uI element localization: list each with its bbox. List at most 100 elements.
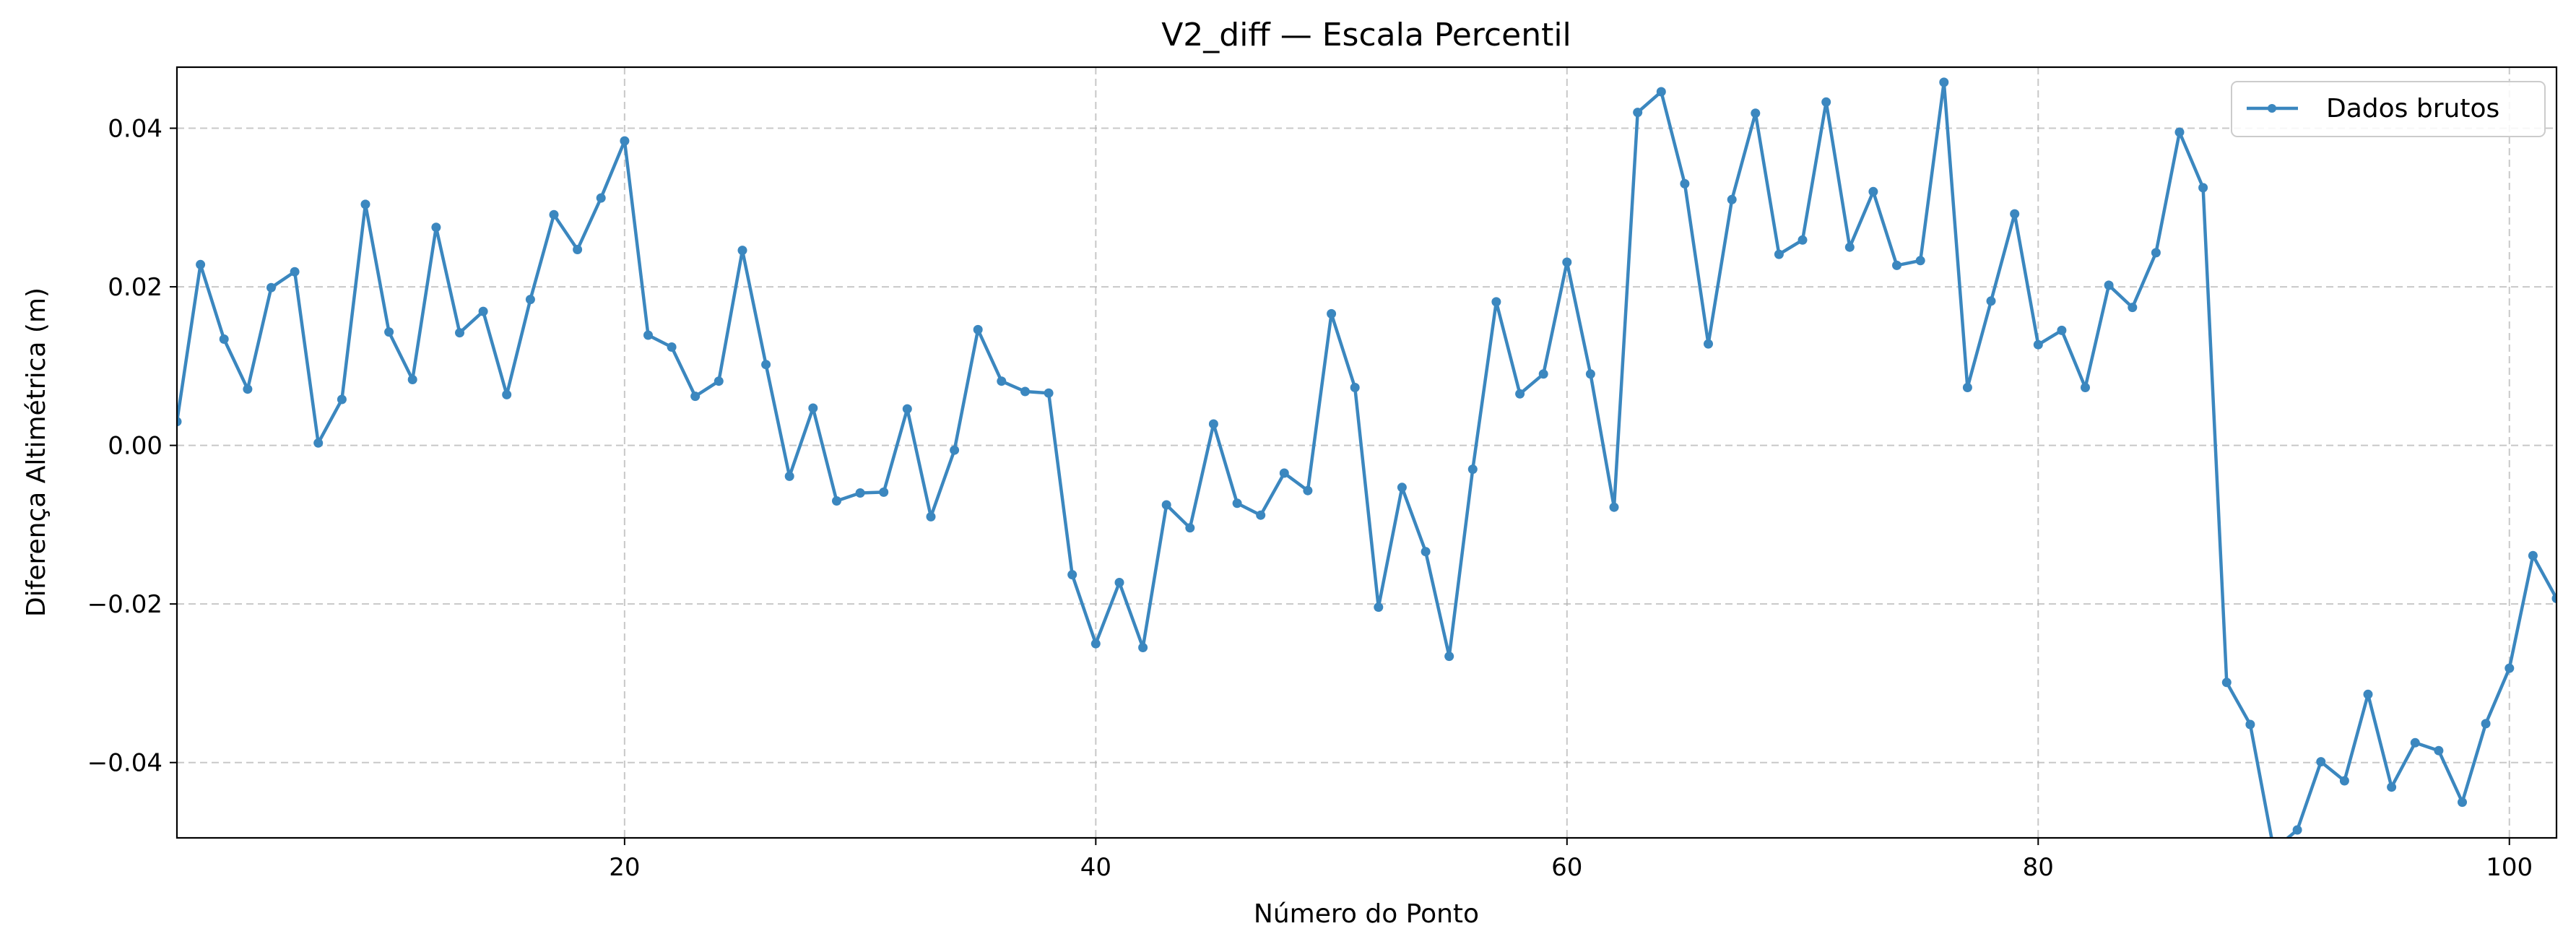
x-tick-label: 20 bbox=[609, 853, 640, 882]
data-point bbox=[1962, 383, 1972, 392]
data-point bbox=[337, 394, 347, 404]
data-point bbox=[2198, 183, 2208, 193]
data-point bbox=[431, 222, 441, 233]
plot-frame bbox=[175, 66, 2558, 839]
data-point bbox=[2151, 248, 2161, 258]
data-point bbox=[1915, 256, 1925, 266]
y-tick-label: −0.04 bbox=[87, 749, 162, 778]
data-point bbox=[1892, 260, 1901, 270]
data-point bbox=[1633, 108, 1643, 118]
data-point bbox=[1044, 388, 1054, 398]
data-point bbox=[832, 496, 841, 506]
data-point bbox=[1090, 639, 1101, 649]
data-point bbox=[1538, 369, 1548, 379]
legend-marker-swatch bbox=[2268, 104, 2276, 113]
data-point bbox=[177, 417, 182, 427]
data-point bbox=[2339, 776, 2349, 786]
data-point bbox=[2010, 209, 2020, 219]
data-point bbox=[620, 136, 630, 146]
data-point bbox=[2292, 825, 2302, 835]
x-axis-label: Número do Ponto bbox=[1254, 899, 1479, 929]
data-point bbox=[1185, 523, 1195, 533]
data-point bbox=[1232, 498, 1242, 509]
data-point bbox=[1821, 97, 1831, 107]
data-point bbox=[737, 246, 747, 256]
data-point bbox=[1562, 257, 1572, 267]
data-point bbox=[1491, 297, 1501, 307]
x-tick-label: 40 bbox=[1080, 853, 1111, 882]
data-point bbox=[1467, 464, 1478, 475]
data-point bbox=[1680, 178, 1690, 189]
data-point bbox=[926, 511, 936, 522]
data-point bbox=[1797, 235, 1808, 245]
data-point bbox=[714, 376, 724, 386]
data-point bbox=[525, 295, 535, 305]
data-point bbox=[549, 209, 559, 220]
data-point bbox=[761, 360, 771, 370]
data-point bbox=[1256, 510, 1266, 520]
data-point bbox=[1279, 468, 1289, 478]
x-tick-label: 80 bbox=[2023, 853, 2054, 882]
data-point bbox=[950, 445, 960, 455]
data-point bbox=[855, 488, 865, 498]
data-point bbox=[1114, 578, 1124, 587]
data-point bbox=[1444, 652, 1454, 662]
data-point bbox=[667, 342, 677, 352]
data-point bbox=[2387, 782, 2397, 792]
data-point bbox=[290, 267, 300, 277]
data-point bbox=[1727, 194, 1737, 204]
data-point bbox=[1656, 87, 1666, 97]
data-point bbox=[1303, 485, 1313, 496]
data-point bbox=[1327, 308, 1337, 319]
data-point bbox=[643, 330, 653, 340]
data-point bbox=[2458, 797, 2467, 808]
data-point bbox=[2528, 550, 2538, 561]
data-point bbox=[1868, 186, 1878, 196]
data-point bbox=[1986, 296, 1996, 306]
data-point bbox=[2434, 745, 2444, 756]
data-point bbox=[219, 334, 229, 344]
data-point bbox=[502, 389, 512, 399]
data-point bbox=[997, 376, 1007, 386]
data-point bbox=[384, 327, 394, 337]
data-point bbox=[243, 384, 253, 394]
data-point bbox=[1515, 389, 1525, 399]
data-point bbox=[196, 259, 206, 269]
data-point bbox=[1067, 570, 1077, 580]
data-point bbox=[690, 391, 701, 402]
data-point bbox=[407, 375, 417, 384]
data-point bbox=[1751, 108, 1761, 118]
data-point bbox=[360, 199, 370, 209]
legend-box bbox=[2231, 81, 2546, 137]
data-point bbox=[2505, 663, 2515, 673]
ticks: 20 40 60 80 100 −0.04 −0.02 0.00 0.02 0.04 bbox=[87, 115, 2533, 882]
legend-label: Dados brutos bbox=[2326, 94, 2499, 124]
data-point bbox=[478, 306, 488, 316]
data-point bbox=[2410, 737, 2420, 748]
data-point bbox=[2081, 383, 2090, 392]
data-point bbox=[2104, 280, 2114, 290]
data-point bbox=[1397, 483, 1407, 493]
data-point bbox=[1704, 339, 1713, 349]
data-point bbox=[1609, 502, 1619, 512]
data-point bbox=[1208, 419, 1218, 429]
data-point bbox=[313, 438, 324, 448]
data-point bbox=[1421, 547, 1431, 557]
data-point bbox=[1020, 386, 1030, 397]
data-point bbox=[2057, 325, 2067, 335]
y-tick-label: 0.00 bbox=[108, 432, 162, 461]
x-tick-label: 100 bbox=[2486, 853, 2533, 882]
data-point bbox=[2245, 719, 2255, 730]
data-point bbox=[2481, 719, 2491, 729]
data-point bbox=[1844, 242, 1855, 252]
grid bbox=[177, 67, 2557, 838]
data-point bbox=[266, 282, 276, 293]
data-point bbox=[1774, 249, 1784, 259]
data-point bbox=[2221, 678, 2232, 688]
data-point bbox=[2551, 594, 2557, 603]
x-tick-label: 60 bbox=[1551, 853, 1582, 882]
data-point bbox=[1585, 369, 1595, 379]
chart-title: V2_diff — Escala Percentil bbox=[1161, 17, 1571, 53]
data-point bbox=[455, 328, 464, 338]
